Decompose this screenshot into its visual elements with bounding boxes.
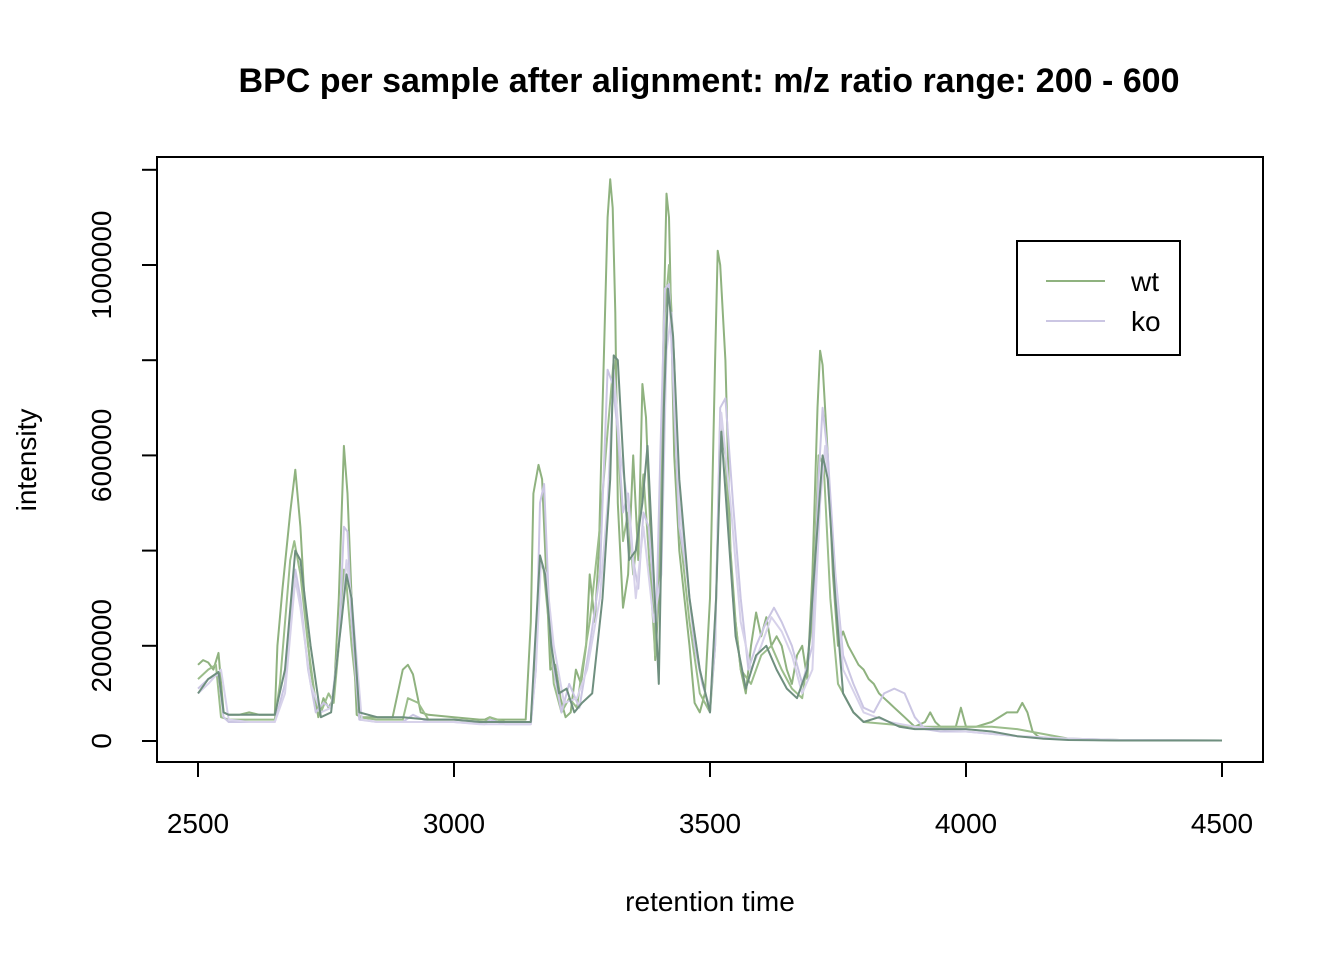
y-tick-label: 1000000 <box>86 210 117 319</box>
y-tick-label: 200000 <box>86 599 117 692</box>
series-line-ko-4 <box>197 311 1223 742</box>
x-tick-label: 2500 <box>167 808 229 839</box>
y-axis-label: intensity <box>11 409 42 512</box>
legend-label-wt: wt <box>1130 266 1159 297</box>
legend-box <box>1016 240 1181 356</box>
y-axis: 0 200000 600000 1000000 <box>86 168 158 749</box>
x-axis-label: retention time <box>625 886 795 917</box>
legend-label-ko: ko <box>1131 306 1161 337</box>
series-line-wt-5 <box>197 287 1222 742</box>
x-tick-label: 3500 <box>679 808 741 839</box>
x-axis: 2500 3000 3500 4000 4500 <box>167 761 1253 839</box>
chart-title: BPC per sample after alignment: m/z rati… <box>239 62 1180 100</box>
y-tick-label: 600000 <box>86 409 117 502</box>
series-layer <box>197 178 1223 742</box>
x-tick-label: 3000 <box>423 808 485 839</box>
y-tick-label: 0 <box>86 733 117 749</box>
series-line-ko-3 <box>197 283 1223 742</box>
x-tick-label: 4500 <box>1191 808 1253 839</box>
x-tick-label: 4000 <box>935 808 997 839</box>
legend: wt ko <box>1016 240 1181 356</box>
